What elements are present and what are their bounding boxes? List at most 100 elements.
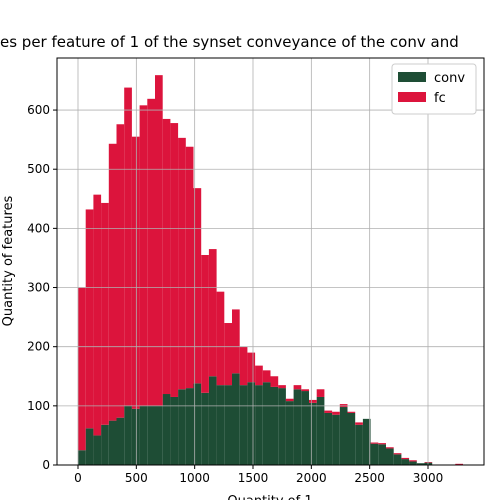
bar [185,388,194,465]
x-axis-label: Quantity of 1 [227,494,312,500]
bar [178,389,186,465]
y-tick-label: 0 [42,458,50,472]
bar [309,399,317,403]
y-tick-label: 300 [27,281,50,295]
y-tick-label: 500 [27,162,50,176]
bar [262,370,271,383]
bar [378,443,386,445]
bar [401,457,410,460]
bar [347,411,356,413]
bar [78,450,86,465]
bar [301,391,309,465]
bar [455,463,463,465]
bar [293,385,302,390]
bar [393,453,402,455]
x-tick-label: 1500 [238,471,269,485]
bar [247,382,256,465]
plot-frame [56,57,485,466]
bar [116,417,125,465]
bar [139,105,148,406]
bar [93,435,102,465]
bar [155,405,163,465]
bar [208,376,217,465]
bar [232,309,240,374]
bar [316,389,325,397]
bar [270,386,279,465]
bar [131,136,140,409]
bar [216,291,225,386]
bar [208,249,217,377]
bar [355,422,363,425]
bar [193,188,202,384]
chart-title: es per feature of 1 of the synset convey… [0,33,459,51]
x-tick-label: 1000 [179,471,210,485]
bar [401,459,410,465]
bar [278,385,286,389]
bar [255,365,263,386]
bar [93,194,102,436]
bar [309,402,317,465]
bar [409,460,417,462]
bar [239,385,248,465]
bar [147,98,155,406]
bar [393,454,402,465]
y-tick-label: 200 [27,340,50,354]
bar [108,420,117,465]
y-tick-label: 400 [27,221,50,235]
bar [332,411,340,415]
bar [378,444,386,465]
y-axis-label: Quantity of features [1,195,16,326]
bar [370,442,379,444]
x-tick-label: 500 [125,471,148,485]
bar [409,461,417,465]
bar [85,209,94,429]
bar [147,405,155,465]
bar [216,385,225,465]
bar [339,407,348,465]
bar [316,396,325,465]
legend-label: conv [434,71,465,86]
x-tick-label: 0 [74,471,82,485]
bar [108,143,117,421]
bar [362,418,371,465]
bar [324,412,333,465]
bar [162,118,171,395]
bar [232,373,240,465]
bar [301,389,309,392]
bar [255,385,263,465]
legend-swatch [398,72,426,82]
bar [116,124,125,418]
bar [201,392,209,465]
bar [262,382,271,465]
bar [247,352,256,383]
bar [224,385,232,465]
bar [124,87,132,406]
bar [162,394,171,465]
bar [101,424,109,465]
bar [178,137,186,390]
x-tick-label: 2000 [296,471,327,485]
bar [285,398,294,402]
bar [332,414,340,465]
legend-swatch [398,92,426,102]
bar [270,376,279,387]
x-tick-label: 3000 [413,471,444,485]
bar [285,401,294,465]
bar [201,254,209,393]
bar [370,443,379,465]
bar [239,346,248,386]
bar [78,287,86,451]
bar [386,447,394,449]
bar [170,123,179,397]
bar [185,146,194,389]
bar [293,389,302,465]
bar [101,202,109,425]
bar [139,405,148,465]
y-tick-label: 100 [27,399,50,413]
bar [193,383,202,465]
bar [170,396,179,465]
bar [416,463,425,465]
bar [386,448,394,465]
bar [124,405,132,465]
